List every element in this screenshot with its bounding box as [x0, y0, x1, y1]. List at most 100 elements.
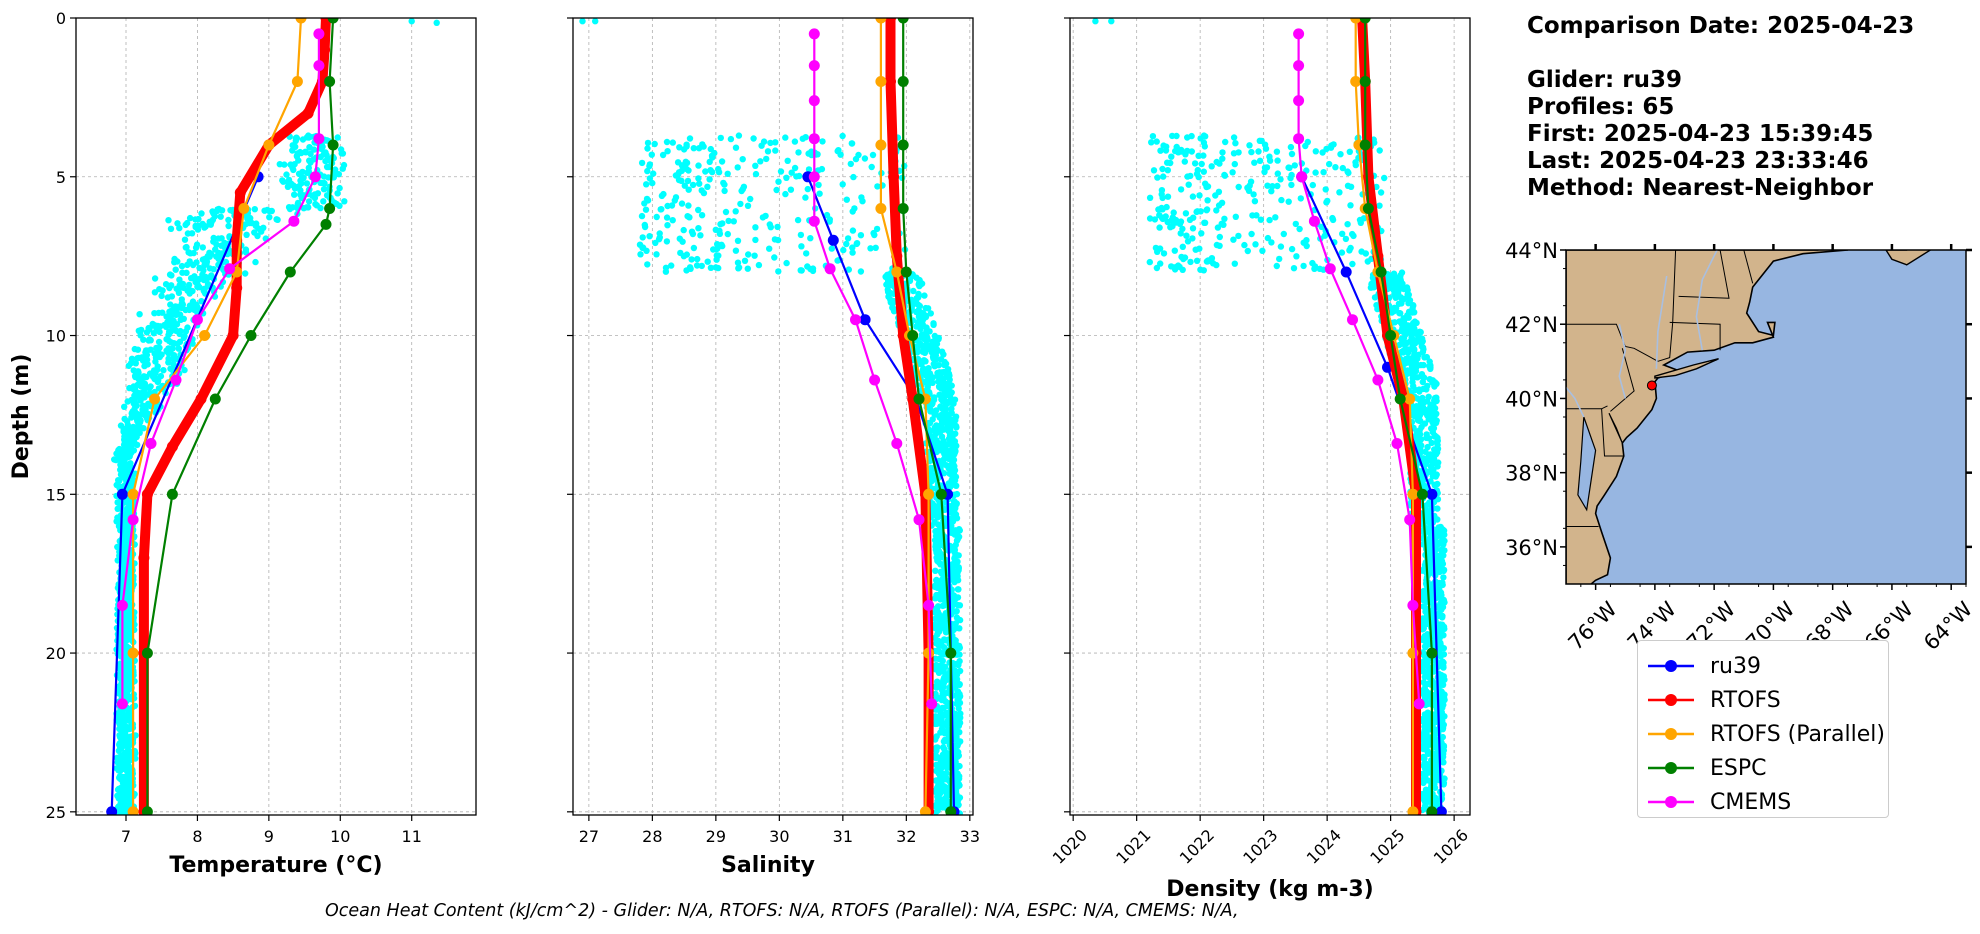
glider-point — [1377, 189, 1385, 196]
glider-point — [1195, 173, 1202, 181]
glider-point — [115, 477, 122, 484]
glider-point — [252, 258, 259, 266]
glider-point — [936, 798, 943, 805]
glider-point — [1253, 212, 1260, 219]
glider-point — [1420, 634, 1428, 641]
series-point — [875, 203, 887, 214]
plot-area — [579, 18, 964, 815]
glider-point — [942, 386, 950, 394]
glider-point — [181, 236, 189, 243]
glider-point — [755, 261, 763, 269]
glider-point — [644, 139, 652, 147]
glider-point — [183, 219, 191, 227]
glider-point — [318, 179, 325, 187]
glider-point — [1160, 250, 1168, 257]
series-point — [224, 263, 236, 275]
glider-point — [656, 230, 663, 237]
glider-point — [815, 181, 822, 189]
glider-point — [783, 259, 790, 267]
y-axis-label: Depth (m) — [9, 354, 34, 480]
glider-point — [198, 298, 205, 305]
glider-point — [949, 561, 956, 568]
glider-point — [121, 727, 129, 734]
series-point — [945, 647, 957, 659]
glider-point — [1278, 196, 1285, 204]
series-point — [850, 314, 861, 326]
glider-point — [126, 453, 133, 460]
series-point — [127, 488, 139, 500]
glider-point — [917, 341, 924, 348]
glider-point — [185, 281, 193, 289]
glider-point — [956, 762, 963, 770]
glider-point — [828, 245, 835, 252]
glider-point — [1321, 232, 1329, 239]
glider-point — [1230, 134, 1238, 141]
glider-point — [303, 180, 311, 187]
glider-point — [1440, 750, 1447, 758]
glider-point — [931, 621, 939, 628]
glider-point — [1364, 258, 1372, 265]
glider-point — [1195, 152, 1202, 159]
series-line-rtofs-parallel- — [879, 18, 930, 812]
glider-point — [206, 218, 213, 225]
series-point — [284, 266, 296, 278]
glider-point — [947, 399, 954, 406]
glider-point — [1190, 214, 1197, 221]
glider-point — [1420, 603, 1427, 610]
glider-point — [1344, 221, 1351, 228]
glider-point — [1182, 210, 1190, 217]
legend-item-ru39: ru39 — [1646, 649, 1888, 683]
series-point — [913, 393, 925, 405]
glider-point — [1193, 257, 1201, 264]
glider-point — [1416, 427, 1423, 434]
glider-point — [734, 164, 741, 171]
glider-point — [924, 384, 931, 391]
glider-point — [159, 309, 166, 316]
glider-name: Glider: ru39 — [1527, 67, 1682, 93]
glider-point — [696, 180, 703, 187]
glider-point — [935, 610, 942, 617]
glider-point — [175, 289, 183, 296]
glider-point — [1421, 652, 1428, 659]
glider-point — [1220, 221, 1227, 228]
nova-scotia — [1885, 250, 1932, 266]
glider-point — [678, 200, 686, 207]
glider-point — [1274, 182, 1281, 190]
series-point — [869, 374, 881, 386]
glider-point — [951, 451, 958, 458]
glider-point — [1312, 169, 1319, 176]
glider-point — [784, 157, 791, 164]
y-tick-label: 20 — [46, 644, 66, 663]
glider-point — [1440, 574, 1447, 581]
glider-point — [700, 143, 707, 150]
glider-point — [134, 346, 142, 353]
glider-point — [737, 200, 744, 208]
glider-point — [932, 777, 940, 784]
glider-point — [1431, 784, 1439, 791]
series-point — [859, 314, 871, 326]
series-point — [166, 441, 178, 453]
profile-count: Profiles: 65 — [1527, 94, 1675, 120]
river — [1655, 275, 1668, 369]
glider-point — [1431, 794, 1439, 801]
glider-point — [1287, 143, 1295, 151]
glider-point — [954, 783, 961, 791]
series-point — [808, 28, 820, 40]
glider-point — [1416, 388, 1423, 395]
legend-label: RTOFS (Parallel) — [1710, 721, 1885, 747]
glider-point — [119, 743, 126, 750]
series-point — [1347, 314, 1358, 326]
glider-point — [690, 145, 697, 152]
glider-point — [1201, 219, 1209, 226]
series-point — [127, 514, 139, 526]
series-point — [907, 330, 919, 341]
glider-point — [730, 218, 737, 225]
glider-point — [1322, 186, 1329, 193]
glider-point — [1153, 264, 1161, 272]
glider-point — [264, 206, 271, 214]
glider-point — [844, 235, 852, 242]
glider-point — [1285, 164, 1292, 171]
glider-point — [1421, 755, 1428, 762]
state-border — [1743, 250, 1754, 284]
series-line-cmems — [121, 33, 320, 704]
